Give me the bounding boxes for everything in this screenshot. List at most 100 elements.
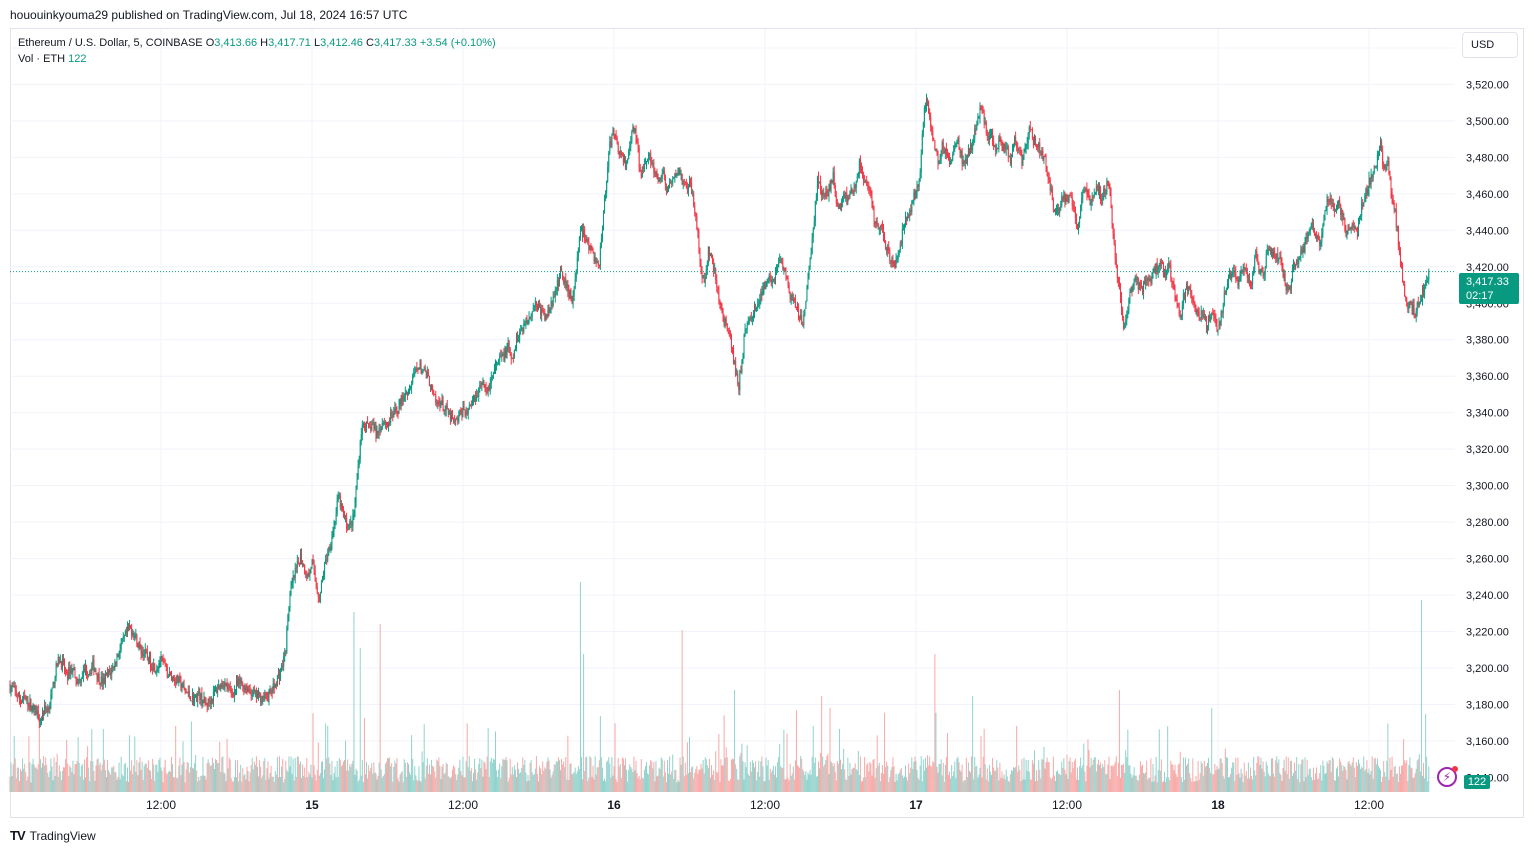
volume-bar (1358, 759, 1360, 792)
candle-body (1351, 223, 1353, 228)
volume-bar (78, 763, 80, 792)
volume-label[interactable]: Vol · ETH (18, 53, 66, 65)
candle-body (1169, 263, 1171, 266)
candle-body (890, 260, 892, 264)
volume-bar (771, 770, 773, 792)
candle-body (885, 242, 887, 248)
volume-bar (622, 758, 624, 792)
volume-bar (722, 765, 724, 792)
volume-bar (1238, 773, 1240, 792)
candle-body (189, 696, 191, 701)
candle-body (1118, 282, 1120, 289)
volume-bar (524, 760, 526, 792)
volume-bar (434, 771, 436, 792)
volume-bar (466, 723, 468, 792)
candle-body (481, 382, 483, 386)
candle-body (1013, 145, 1015, 150)
volume-bar (1268, 775, 1270, 792)
volume-bar (1197, 761, 1199, 792)
candle-body (247, 689, 249, 693)
volume-bar (423, 724, 425, 792)
volume-bar (705, 759, 707, 792)
candle-body (434, 394, 436, 396)
candle-body (472, 397, 474, 401)
symbol-description[interactable]: Ethereum / U.S. Dollar, 5, COINBASE (18, 37, 203, 49)
candle-body (399, 399, 401, 405)
volume-bar (1184, 757, 1186, 792)
candle-body (463, 405, 465, 410)
volume-bar (660, 757, 662, 792)
currency-button[interactable]: USD (1462, 32, 1518, 58)
candle-body (1290, 282, 1292, 289)
volume-bar (215, 759, 217, 792)
footer-brand[interactable]: TradingView (29, 828, 96, 843)
candle-body (383, 422, 385, 424)
candle-body (1203, 313, 1205, 318)
candle-body (867, 185, 869, 188)
volume-bar (886, 761, 888, 792)
volume-bar (1320, 765, 1322, 792)
candle-body (88, 674, 90, 676)
volume-bar (421, 751, 423, 792)
candle-body (190, 700, 192, 702)
volume-bar (1036, 770, 1038, 792)
candle-body (902, 228, 904, 230)
tradingview-logo-icon[interactable]: TV (10, 828, 26, 843)
low-label: L (313, 37, 321, 49)
volume-bar (979, 767, 981, 792)
volume-bar (616, 781, 618, 792)
candle-body (1152, 272, 1154, 278)
candle-body (228, 685, 230, 687)
volume-bar (1390, 769, 1392, 792)
candle-body (1226, 283, 1228, 290)
volume-bar (484, 762, 486, 792)
volume-bar (413, 780, 415, 792)
candle-body (259, 692, 261, 694)
volume-bar (711, 765, 713, 792)
lightning-alert-icon[interactable]: ⚡ (1437, 767, 1457, 787)
candle-body (1167, 267, 1169, 270)
candle-body (418, 368, 420, 370)
candle-body (1424, 288, 1426, 295)
candle-body (251, 695, 253, 697)
volume-bar (544, 767, 546, 792)
volume-bar (1100, 762, 1102, 792)
candle-body (507, 342, 509, 349)
volume-bar (974, 757, 976, 792)
candle-body (1244, 267, 1246, 270)
volume-bar (308, 771, 310, 792)
volume-bar (457, 774, 459, 792)
volume-bar (240, 764, 242, 792)
volume-bar (1224, 748, 1226, 792)
volume-bar (407, 763, 409, 792)
candle-body (906, 216, 908, 220)
candle-body (246, 688, 248, 693)
volume-bar (878, 762, 880, 792)
volume-bar (333, 773, 335, 792)
candle-body (1341, 210, 1343, 216)
candle-body (1396, 226, 1398, 228)
volume-bar (906, 777, 908, 792)
x-tick-label: 12:00 (1354, 798, 1384, 812)
x-tick-label: 12:00 (146, 798, 176, 812)
chart-frame[interactable] (10, 28, 1524, 818)
candle-body (34, 706, 36, 710)
candle-body (28, 705, 30, 707)
candle-body (665, 184, 667, 192)
volume-bar (1030, 779, 1032, 792)
candle-body (1007, 146, 1009, 157)
candle-body (308, 573, 310, 576)
volume-bar (1181, 782, 1183, 792)
volume-bar (932, 761, 934, 792)
volume-bar (134, 736, 136, 792)
volume-bar (1140, 766, 1142, 792)
candle-body (749, 317, 751, 320)
volume-bar (677, 779, 679, 792)
volume-bar (482, 776, 484, 792)
candle-body (750, 317, 752, 320)
candle-body (528, 317, 530, 323)
volume-bar (733, 759, 735, 792)
volume-bar (1312, 767, 1314, 792)
volume-bar (329, 763, 331, 792)
